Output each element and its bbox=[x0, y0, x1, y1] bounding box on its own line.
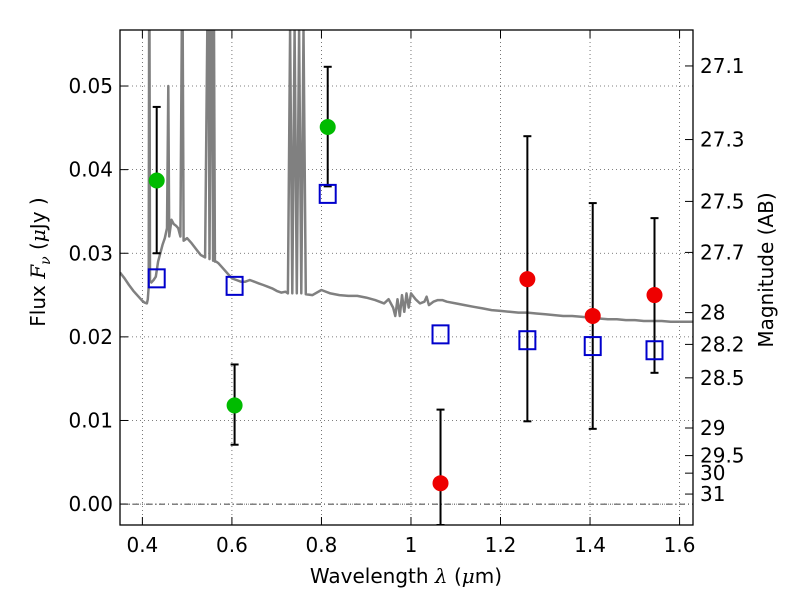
y2-tick-label: 29.5 bbox=[700, 444, 745, 468]
blue-square-marker bbox=[318, 183, 337, 204]
y2-tick-label: 28.5 bbox=[700, 366, 745, 390]
y2-tick-label: 31 bbox=[700, 482, 725, 506]
blue-square-marker bbox=[147, 268, 166, 289]
blue-square-marker bbox=[431, 324, 450, 345]
x-tick-label: 1.4 bbox=[574, 533, 606, 557]
x-tick-label: 0.8 bbox=[306, 533, 338, 557]
green-circle-marker bbox=[226, 397, 243, 414]
y2-tick-label: 28.2 bbox=[700, 332, 745, 356]
blue-square-marker bbox=[225, 275, 244, 296]
x-axis-label: Wavelength λ (μm) bbox=[310, 564, 502, 588]
x-tick-label: 1 bbox=[405, 533, 418, 557]
data-markers bbox=[147, 118, 664, 492]
y-tick-label: 0.04 bbox=[68, 158, 113, 182]
x-tick-label: 1.2 bbox=[485, 533, 517, 557]
red-circle-marker bbox=[646, 287, 663, 304]
x-tick-label: 0.6 bbox=[216, 533, 248, 557]
y2-tick-label: 27.3 bbox=[700, 128, 745, 152]
blue-square-marker bbox=[583, 336, 602, 357]
red-circle-marker bbox=[432, 475, 449, 492]
y-tick-label: 0.02 bbox=[68, 325, 113, 349]
y-axis-label: Flux Fν (μJy ) bbox=[26, 197, 54, 326]
red-circle-marker bbox=[519, 271, 536, 288]
y2-axis-label: Magnitude (AB) bbox=[754, 192, 778, 347]
y2-tick-label: 28 bbox=[700, 301, 725, 325]
blue-square-marker bbox=[645, 340, 664, 361]
y2-tick-label: 29 bbox=[700, 416, 725, 440]
y-tick-label: 0.00 bbox=[68, 492, 113, 516]
model-spectrum bbox=[120, 30, 693, 324]
y2-tick-label: 27.7 bbox=[700, 240, 745, 264]
y2-tick-label: 27.5 bbox=[700, 189, 745, 213]
grid-lines bbox=[120, 30, 693, 525]
red-circle-marker bbox=[584, 307, 601, 324]
y-tick-label: 0.05 bbox=[68, 74, 113, 98]
green-circle-marker bbox=[148, 172, 165, 189]
blue-square-marker bbox=[518, 330, 537, 351]
x-tick-label: 0.4 bbox=[126, 533, 158, 557]
y-tick-label: 0.01 bbox=[68, 408, 113, 432]
axis-ticks: 0.4 0.6 0.8 1 1.2 1.4 1.6 0.00 0.01 0.02 0.03 0.04 0… bbox=[68, 30, 745, 557]
model-spectrum-line bbox=[120, 30, 693, 324]
x-tick-label: 1.6 bbox=[664, 533, 696, 557]
y2-tick-label: 27.1 bbox=[700, 54, 745, 78]
y-tick-label: 0.03 bbox=[68, 241, 113, 265]
green-circle-marker bbox=[319, 118, 336, 135]
y2-tick-label: 30 bbox=[700, 461, 725, 485]
plot-frame bbox=[119, 29, 694, 526]
